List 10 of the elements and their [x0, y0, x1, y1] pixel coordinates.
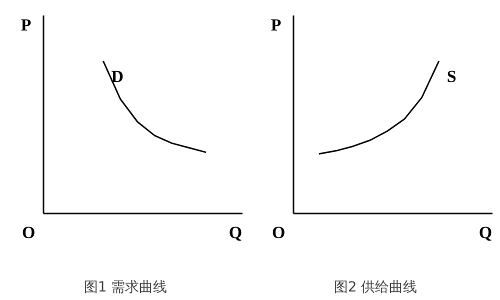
y-axis-title: P	[270, 15, 282, 34]
x-axis-title: Q	[478, 223, 492, 242]
text: O	[22, 223, 36, 242]
text: 图2 供给曲线	[334, 280, 418, 296]
text: O	[272, 223, 286, 242]
y-axis-title: P	[20, 15, 32, 34]
series-label: S	[446, 67, 456, 86]
x-axis-title: Q	[228, 223, 242, 242]
text: 图1 需求曲线	[84, 280, 168, 296]
series-label: D	[111, 67, 124, 86]
